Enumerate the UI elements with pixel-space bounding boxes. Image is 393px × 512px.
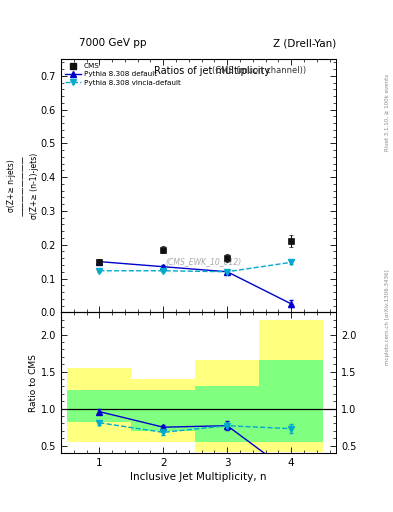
Text: 7000 GeV pp: 7000 GeV pp [79, 38, 146, 49]
Text: Rivet 3.1.10, ≥ 100k events: Rivet 3.1.10, ≥ 100k events [385, 74, 389, 151]
Text: Ratios of jet multiplicity: Ratios of jet multiplicity [154, 67, 270, 76]
Text: (CMS_EWK_10_012): (CMS_EWK_10_012) [166, 257, 242, 266]
Text: Z (Drell-Yan): Z (Drell-Yan) [273, 38, 336, 49]
Y-axis label: Ratio to CMS: Ratio to CMS [29, 354, 38, 412]
Y-axis label: σ(Z+≥ n-jets)
————————
σ(Z+≥ (n-1)-jets): σ(Z+≥ n-jets) ———————— σ(Z+≥ (n-1)-jets) [7, 153, 39, 219]
Text: mcplots.cern.ch [arXiv:1306.3436]: mcplots.cern.ch [arXiv:1306.3436] [385, 270, 389, 365]
Legend: CMS, Pythia 8.308 default, Pythia 8.308 vincia-default: CMS, Pythia 8.308 default, Pythia 8.308 … [62, 60, 184, 89]
Text: (CMS (muon channel)): (CMS (muon channel)) [212, 67, 306, 75]
X-axis label: Inclusive Jet Multiplicity, n: Inclusive Jet Multiplicity, n [130, 472, 267, 482]
